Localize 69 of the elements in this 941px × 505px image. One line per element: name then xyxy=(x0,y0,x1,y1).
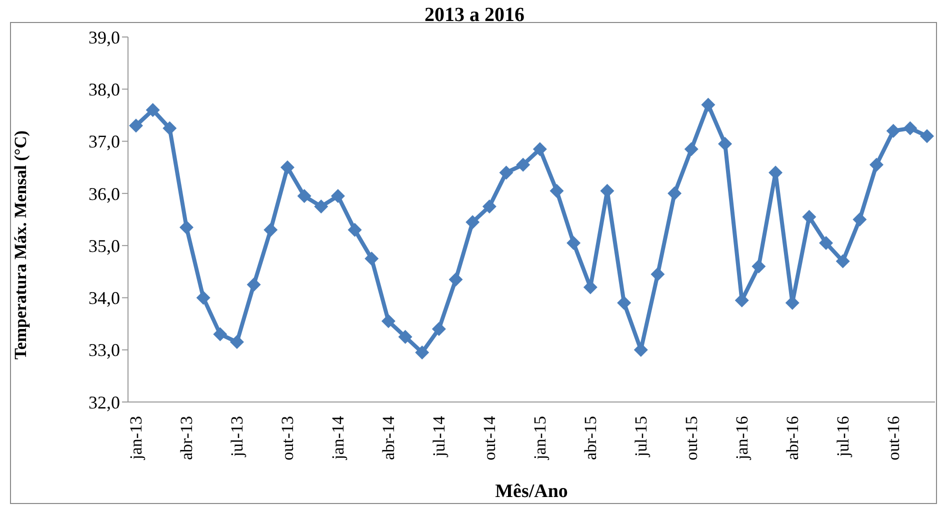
x-tick-label: jul-14 xyxy=(429,416,448,458)
point xyxy=(314,199,328,214)
point xyxy=(264,222,278,237)
point xyxy=(246,278,261,292)
x-axis-title: Mês/Ano xyxy=(495,481,568,502)
point xyxy=(920,129,934,144)
point xyxy=(364,252,379,266)
point xyxy=(415,345,430,360)
point xyxy=(701,98,716,112)
point xyxy=(886,124,900,138)
point xyxy=(432,322,446,336)
point xyxy=(129,118,143,133)
point xyxy=(213,327,228,342)
chart-title: 2013 a 2016 xyxy=(424,4,526,27)
point xyxy=(718,136,732,151)
point xyxy=(297,189,312,204)
point xyxy=(230,335,244,350)
point xyxy=(802,210,816,224)
x-tick-label: abr-14 xyxy=(378,416,398,460)
point xyxy=(162,121,177,136)
y-axis-title: Temperatura Máx. Mensal (°C) xyxy=(11,130,30,360)
point xyxy=(650,267,665,282)
x-tick-label: jan-14 xyxy=(328,416,348,460)
y-tick-label: 35,0 xyxy=(88,236,120,256)
x-tick-label: out-14 xyxy=(480,416,499,460)
x-tick-label: jan-15 xyxy=(530,416,550,460)
y-tick-label: 36,0 xyxy=(88,184,120,204)
point xyxy=(381,314,396,328)
point xyxy=(870,158,884,172)
x-tick-label: jul-13 xyxy=(227,416,246,458)
point xyxy=(499,166,514,180)
point xyxy=(179,220,194,234)
point xyxy=(196,290,210,305)
point xyxy=(532,142,547,156)
point xyxy=(146,103,160,117)
point xyxy=(516,158,530,172)
x-tick-label: abr-15 xyxy=(580,416,600,460)
point xyxy=(903,121,918,136)
point xyxy=(280,160,294,174)
x-tick-label: abr-16 xyxy=(782,416,802,460)
y-tick-label: 32,0 xyxy=(88,392,120,412)
point xyxy=(684,142,698,156)
point xyxy=(836,254,850,268)
x-tick-label: abr-13 xyxy=(176,416,196,460)
x-tick-label: jan-13 xyxy=(126,416,146,460)
point xyxy=(752,259,766,274)
point xyxy=(566,236,581,250)
y-tick-label: 38,0 xyxy=(88,80,120,100)
point xyxy=(819,236,834,250)
y-tick-label: 39,0 xyxy=(88,27,120,48)
x-tick-label: out-16 xyxy=(884,416,903,460)
point xyxy=(398,330,412,344)
point xyxy=(448,272,463,286)
x-tick-label: out-15 xyxy=(682,416,701,460)
point xyxy=(668,186,682,200)
point xyxy=(348,222,362,237)
point xyxy=(330,189,345,204)
y-tick-label: 34,0 xyxy=(88,288,120,308)
x-tick-label: jul-16 xyxy=(833,416,852,458)
x-tick-label: jul-15 xyxy=(631,416,650,458)
y-tick-label: 37,0 xyxy=(88,132,120,152)
y-tick-label: 33,0 xyxy=(88,340,120,360)
point xyxy=(852,212,867,226)
x-tick-label: out-13 xyxy=(278,416,297,460)
point xyxy=(617,296,632,310)
point xyxy=(466,215,480,230)
point xyxy=(550,184,564,198)
x-tick-label: jan-16 xyxy=(732,416,752,460)
point xyxy=(482,199,496,214)
